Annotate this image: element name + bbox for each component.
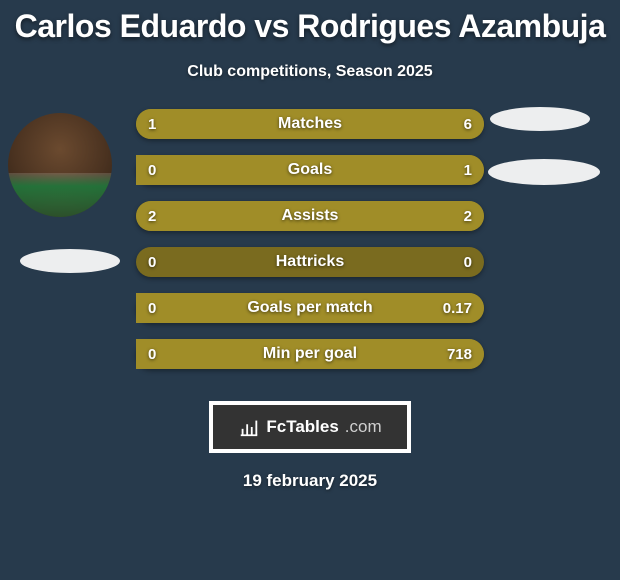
comparison-card: Carlos Eduardo vs Rodrigues Azambuja Clu… <box>0 0 620 580</box>
page-title: Carlos Eduardo vs Rodrigues Azambuja <box>0 0 620 45</box>
stat-value-left: 1 <box>148 109 156 139</box>
stat-value-right: 718 <box>447 339 472 369</box>
stat-bar: 0718Min per goal <box>136 339 484 369</box>
badge-name: FcTables <box>266 417 338 437</box>
player-left-avatar <box>8 113 112 217</box>
subtitle: Club competitions, Season 2025 <box>0 63 620 81</box>
stat-value-left: 2 <box>148 201 156 231</box>
stat-value-right: 1 <box>464 155 472 185</box>
stat-value-left: 0 <box>148 293 156 323</box>
stat-fill-left <box>136 109 185 139</box>
stat-value-left: 0 <box>148 247 156 277</box>
stat-fill-right <box>136 155 484 185</box>
badge-tld: .com <box>345 417 382 437</box>
stat-fill-right <box>136 339 484 369</box>
stat-value-left: 0 <box>148 155 156 185</box>
decorative-oval <box>490 107 590 131</box>
barchart-icon <box>238 416 260 438</box>
decorative-oval <box>488 159 600 185</box>
stat-fill-right <box>310 201 484 231</box>
decorative-oval <box>20 249 120 273</box>
stat-bar: 22Assists <box>136 201 484 231</box>
stat-bar: 00.17Goals per match <box>136 293 484 323</box>
avatar-placeholder-icon <box>8 113 112 217</box>
stat-value-left: 0 <box>148 339 156 369</box>
stats-bars: 16Matches01Goals22Assists00Hattricks00.1… <box>136 109 484 385</box>
stat-fill-right <box>136 293 484 323</box>
stat-bar: 01Goals <box>136 155 484 185</box>
stat-label: Hattricks <box>136 247 484 277</box>
stat-fill-right <box>185 109 484 139</box>
stat-fill-left <box>136 201 310 231</box>
date-label: 19 february 2025 <box>0 471 620 491</box>
stat-value-right: 0.17 <box>443 293 472 323</box>
stat-bar: 16Matches <box>136 109 484 139</box>
stat-value-right: 2 <box>464 201 472 231</box>
stat-bar: 0 0Hattricks <box>136 247 484 277</box>
stat-value-right: 0 <box>464 247 472 277</box>
stat-value-right: 6 <box>464 109 472 139</box>
source-badge[interactable]: FcTables .com <box>209 401 411 453</box>
